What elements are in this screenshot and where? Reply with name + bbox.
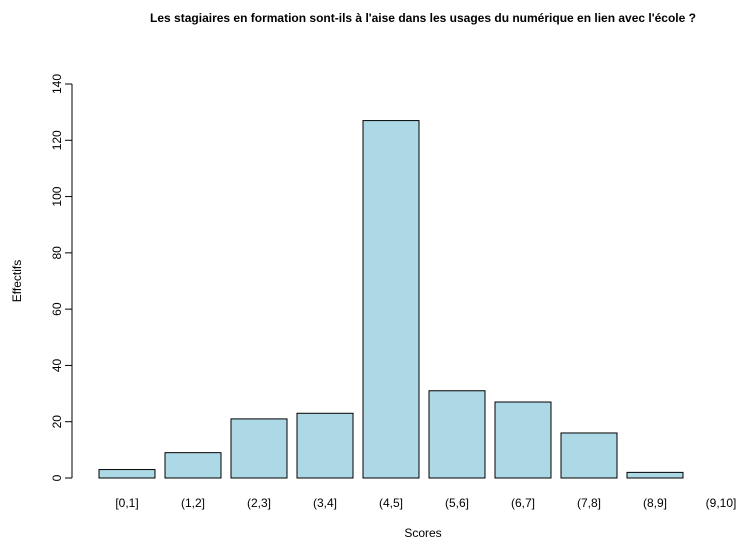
- x-tick-label: (8,9]: [643, 496, 667, 510]
- y-tick-label: 140: [50, 74, 64, 94]
- bar: [98, 469, 156, 479]
- bar: [428, 390, 486, 479]
- bar: [494, 401, 552, 479]
- x-tick-label: (7,8]: [577, 496, 601, 510]
- y-tick-label: 60: [50, 302, 64, 316]
- y-tick-label: 40: [50, 358, 64, 372]
- x-tick-label: (1,2]: [181, 496, 205, 510]
- x-tick-label: (2,3]: [247, 496, 271, 510]
- bar: [560, 432, 618, 479]
- x-axis-label: Scores: [404, 526, 441, 540]
- x-tick-label: (5,6]: [445, 496, 469, 510]
- x-tick-label: [0,1]: [115, 496, 138, 510]
- y-tick-label: 120: [50, 130, 64, 150]
- bar: [626, 471, 684, 479]
- y-tick-label: 100: [50, 186, 64, 206]
- bar: [362, 120, 420, 479]
- chart-title: Les stagiaires en formation sont-ils à l…: [150, 11, 696, 25]
- x-tick-label: (3,4]: [313, 496, 337, 510]
- y-tick-label: 80: [50, 246, 64, 260]
- y-axis-label: Effectifs: [10, 260, 24, 302]
- bar: [164, 452, 222, 479]
- y-tick-label: 20: [50, 415, 64, 429]
- y-tick-label: 0: [50, 474, 64, 481]
- x-tick-label: (9,10]: [706, 496, 737, 510]
- x-tick-label: (6,7]: [511, 496, 535, 510]
- x-tick-label: (4,5]: [379, 496, 403, 510]
- bar: [296, 412, 354, 479]
- bar: [230, 418, 288, 479]
